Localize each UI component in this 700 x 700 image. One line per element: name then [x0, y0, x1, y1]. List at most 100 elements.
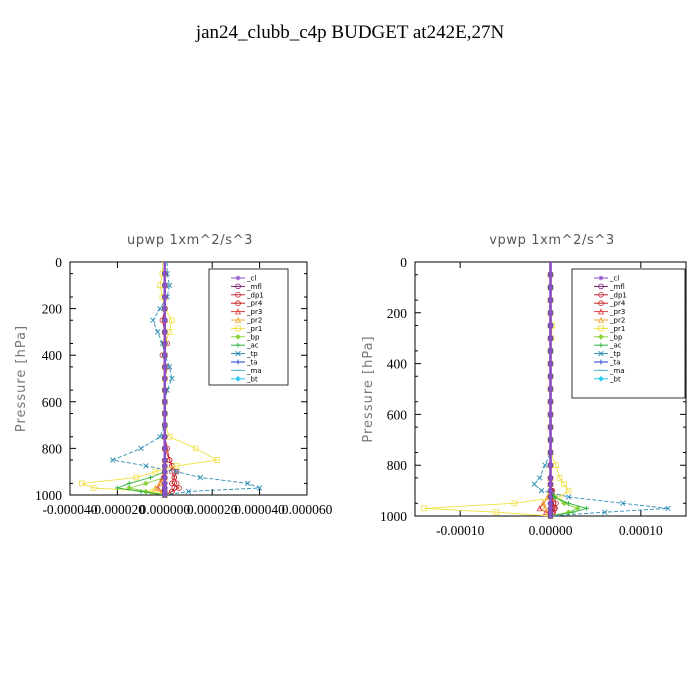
data-point: [548, 500, 553, 506]
legend: _cl_mfl_dp1_pr4_pr3_pr2_pr1_bp_ac_tp_ta_…: [571, 268, 686, 399]
data-point: [542, 462, 548, 468]
data-point: [162, 271, 168, 277]
legend-marker: [598, 283, 604, 290]
data-point: [173, 463, 180, 469]
y-tick-label: 1000: [35, 488, 62, 503]
data-point: [548, 509, 553, 515]
data-point: [531, 481, 537, 487]
page-title: jan24_clubb_c4p BUDGET at242E,27N: [195, 22, 505, 43]
series-line: [423, 262, 570, 517]
y-tick-label: 400: [387, 357, 408, 372]
y-tick-label: 0: [55, 255, 62, 270]
data-point: [150, 488, 156, 495]
data-point: [157, 480, 164, 487]
data-point: [548, 513, 553, 519]
data-point: [176, 485, 182, 491]
data-point: [162, 317, 168, 323]
data-point: [538, 487, 545, 494]
data-point: [157, 305, 163, 312]
data-point: [548, 297, 553, 303]
legend-label: _cl: [246, 275, 256, 283]
legend-label: _tp: [609, 350, 621, 358]
legend-marker: [598, 342, 604, 348]
legend-label: _ac: [246, 342, 259, 350]
data-point: [548, 272, 553, 278]
data-point: [162, 422, 168, 428]
legend-label: _tp: [246, 350, 258, 358]
data-point: [548, 450, 553, 455]
data-point: [565, 494, 572, 500]
data-point: [162, 492, 168, 498]
data-point: [173, 468, 180, 475]
data-point: [584, 505, 590, 511]
legend-marker: [235, 359, 241, 365]
legend-label: _mfl: [609, 283, 625, 291]
legend-label: _bp: [609, 333, 623, 341]
y-tick-label: 200: [387, 306, 408, 321]
data-point: [162, 306, 168, 311]
chart-title: vpwp 1xm^2/s^3: [489, 233, 614, 248]
series-cl: [162, 262, 168, 498]
legend-label: _pr1: [609, 325, 625, 333]
data-point: [570, 509, 576, 515]
x-tick-label: -0.000020: [90, 502, 145, 517]
legend: _cl_mfl_dp1_pr4_pr3_pr2_pr1_bp_ac_tp_ta_…: [208, 268, 289, 386]
data-point: [548, 386, 553, 392]
legend-label: _pr2: [609, 317, 625, 325]
x-tick-label: 0.000060: [282, 502, 333, 517]
data-point: [553, 462, 559, 468]
legend-marker: [235, 350, 241, 357]
y-tick-label: 600: [387, 407, 408, 422]
data-point: [79, 480, 85, 487]
legend-marker: [598, 375, 604, 382]
data-point: [162, 341, 168, 346]
legend-label: _ma: [246, 367, 262, 375]
data-point: [171, 474, 178, 481]
data-point: [566, 500, 571, 506]
data-point: [548, 323, 553, 328]
legend-marker: [235, 300, 241, 307]
data-point: [548, 488, 553, 493]
series-cl: [548, 262, 553, 519]
legend-label: _dp1: [609, 291, 627, 299]
legend-label: _ta: [609, 359, 621, 367]
data-point: [157, 434, 163, 440]
data-point: [133, 474, 140, 481]
data-point: [548, 462, 553, 468]
y-tick-label: 600: [42, 395, 63, 410]
data-point: [152, 468, 159, 475]
x-tick-label: -0.000040: [42, 502, 97, 517]
series-pr1: [79, 262, 220, 498]
data-point: [548, 494, 553, 500]
legend-marker: [598, 333, 604, 340]
y-tick-label: 800: [42, 441, 63, 456]
data-point: [162, 489, 168, 494]
x-tick-label: 0.00010: [619, 523, 663, 538]
legend-marker: [597, 316, 605, 323]
data-point: [162, 463, 168, 469]
x-tick-label: 0.000000: [139, 502, 190, 517]
data-point: [185, 488, 192, 495]
data-point: [162, 434, 168, 440]
data-point: [138, 489, 144, 494]
data-point: [162, 352, 168, 358]
legend-label: _pr3: [609, 308, 625, 316]
data-point: [169, 375, 175, 382]
data-point: [173, 468, 180, 475]
y-axis-label: Pressure [hPa]: [14, 325, 29, 432]
data-point: [162, 376, 168, 381]
legend-marker: [235, 275, 241, 281]
legend-marker: [235, 375, 241, 382]
x-tick-label: 0.00000: [529, 523, 573, 538]
legend-box: [208, 268, 289, 386]
data-point: [162, 294, 168, 300]
data-point: [565, 509, 572, 516]
data-point: [162, 469, 168, 475]
data-point: [162, 475, 168, 480]
y-tick-label: 0: [400, 255, 407, 270]
data-point: [162, 457, 168, 463]
data-point: [511, 500, 518, 507]
legend-marker: [235, 283, 241, 290]
data-point: [548, 310, 553, 316]
